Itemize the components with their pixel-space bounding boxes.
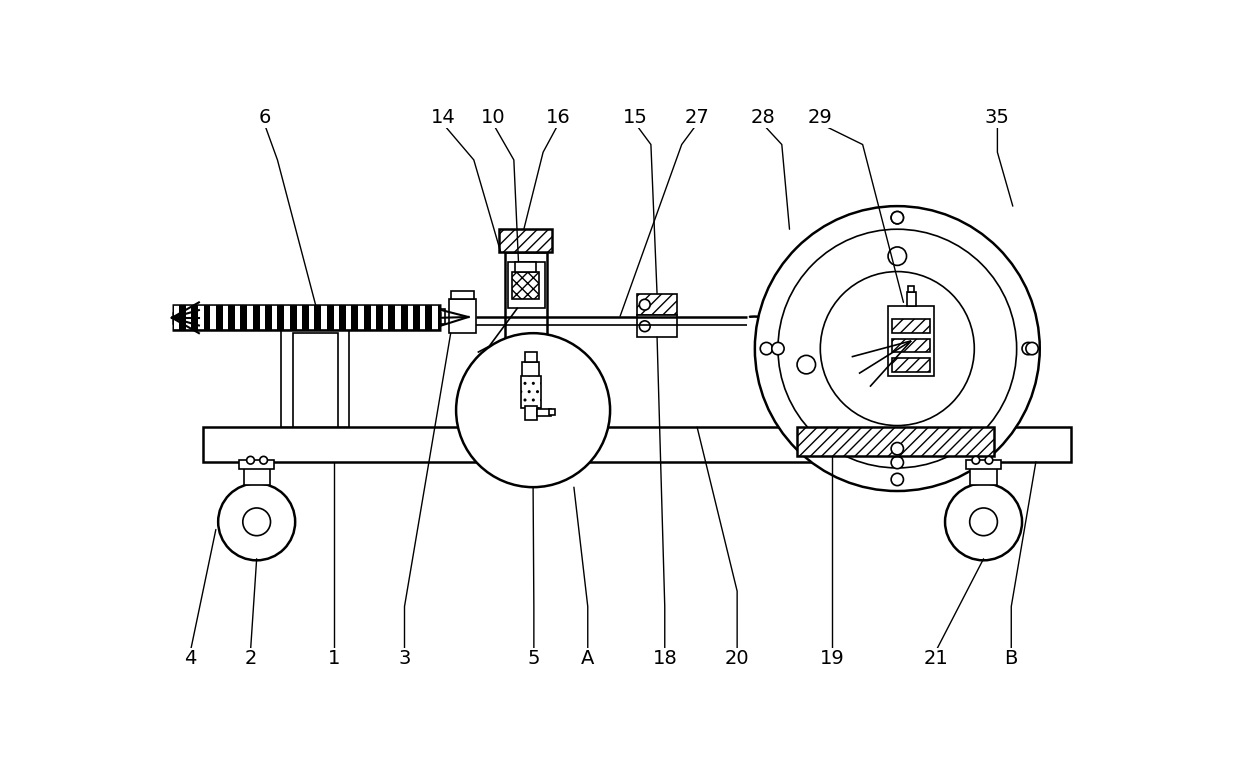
Text: A: A	[582, 650, 594, 668]
Circle shape	[892, 211, 904, 223]
Circle shape	[892, 442, 904, 455]
Circle shape	[771, 343, 784, 355]
Circle shape	[892, 211, 904, 223]
Circle shape	[1025, 343, 1038, 355]
Text: 19: 19	[820, 650, 844, 668]
Circle shape	[972, 456, 980, 464]
Bar	[521, 376, 541, 408]
Circle shape	[888, 432, 906, 450]
Bar	[203, 427, 1070, 462]
Circle shape	[892, 456, 904, 468]
Circle shape	[985, 456, 993, 464]
Text: 21: 21	[924, 650, 949, 668]
Text: 3: 3	[398, 650, 410, 668]
Text: 2: 2	[244, 650, 257, 668]
Text: 18: 18	[652, 650, 677, 668]
Bar	[449, 299, 476, 333]
Bar	[637, 294, 677, 316]
Bar	[966, 460, 1001, 469]
Bar	[892, 339, 930, 353]
Text: 35: 35	[985, 108, 1009, 127]
Bar	[892, 319, 930, 333]
Text: 16: 16	[546, 108, 570, 127]
Bar	[525, 353, 537, 362]
Circle shape	[640, 321, 650, 332]
Circle shape	[456, 333, 610, 487]
Circle shape	[640, 300, 650, 310]
FancyArrowPatch shape	[750, 316, 804, 346]
Bar	[293, 333, 337, 427]
Text: B: B	[1004, 650, 1018, 668]
Bar	[537, 409, 551, 416]
Bar	[906, 293, 916, 306]
Bar	[281, 322, 350, 427]
Bar	[908, 286, 914, 293]
Text: 20: 20	[725, 650, 749, 668]
Bar	[522, 362, 539, 377]
Text: 28: 28	[750, 108, 775, 127]
Circle shape	[247, 456, 254, 464]
Bar	[275, 316, 355, 322]
Circle shape	[945, 483, 1022, 561]
Bar	[512, 272, 539, 299]
Bar	[239, 460, 274, 469]
Bar	[243, 468, 270, 485]
Circle shape	[892, 473, 904, 485]
Text: 5: 5	[527, 650, 541, 668]
Bar	[422, 309, 444, 324]
Circle shape	[777, 229, 1017, 468]
Circle shape	[888, 247, 906, 266]
Circle shape	[259, 456, 268, 464]
Text: 4: 4	[185, 650, 197, 668]
Text: 15: 15	[622, 108, 649, 127]
Bar	[450, 291, 474, 299]
Text: 1: 1	[327, 650, 340, 668]
Bar	[508, 262, 544, 308]
Text: 6: 6	[258, 108, 270, 127]
Bar	[515, 263, 536, 272]
Bar	[525, 406, 537, 420]
Circle shape	[821, 272, 975, 425]
Bar	[971, 468, 997, 485]
Circle shape	[1022, 343, 1034, 355]
Bar	[888, 306, 934, 376]
Circle shape	[797, 356, 816, 374]
Circle shape	[755, 206, 1040, 491]
Text: 29: 29	[808, 108, 833, 127]
Bar	[500, 229, 552, 253]
Text: 10: 10	[481, 108, 506, 127]
Bar	[797, 427, 993, 456]
Circle shape	[970, 508, 997, 536]
Circle shape	[243, 508, 270, 536]
Bar	[505, 253, 547, 427]
Bar	[637, 316, 677, 337]
Text: 27: 27	[684, 108, 709, 127]
Bar	[892, 358, 930, 372]
Text: 14: 14	[430, 108, 455, 127]
Bar	[549, 409, 556, 415]
Circle shape	[760, 343, 773, 355]
Circle shape	[218, 483, 295, 561]
